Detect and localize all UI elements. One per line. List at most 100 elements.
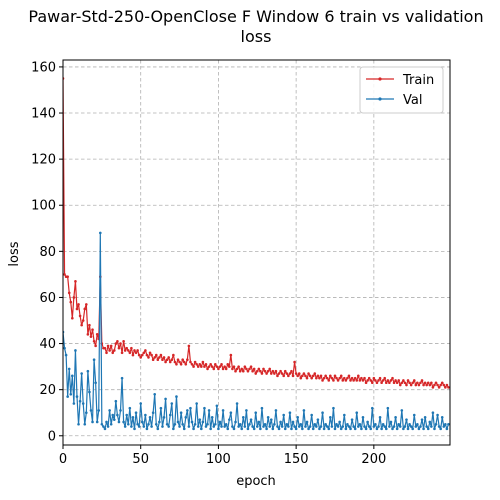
data-point-val [305,420,309,424]
data-point-val [398,425,402,428]
data-point-val [137,425,141,428]
data-point-val [400,409,404,412]
data-point-train [196,365,200,368]
data-point-val [252,427,256,431]
data-point-train [426,381,430,385]
data-point-train [329,374,332,378]
data-point-val [217,427,220,431]
y-axis-ticks: 0 20 40 60 80 100 120 140 160 [31,60,63,444]
data-point-train [405,383,408,387]
data-point-val [91,420,94,424]
data-point-val [64,353,68,357]
data-point-val [395,427,399,431]
data-point-train [262,367,265,371]
data-point-val [237,425,240,428]
data-point-train [192,365,195,368]
data-point-val [417,427,421,431]
data-point-train [307,372,310,375]
data-point-train [206,367,209,371]
data-point-train [444,386,447,389]
data-point-train [167,356,170,359]
series-train [63,77,450,389]
data-point-train [203,365,206,368]
data-point-val [229,411,233,415]
data-point-train [134,351,138,355]
data-point-train [226,363,230,366]
data-point-val [378,416,382,419]
data-point-train [170,358,174,362]
data-point-train [221,367,225,371]
data-point-val [189,406,192,410]
data-point-train [442,383,446,387]
y-tick-label: 40 [39,337,56,352]
data-point-val [63,346,66,350]
data-point-train [285,372,289,375]
data-point-train [377,379,380,382]
data-point-train [232,365,236,368]
data-point-val [344,427,348,431]
data-point-val [367,425,371,428]
data-point-val [358,422,362,426]
data-point-val [102,425,105,428]
data-point-val [436,413,439,417]
data-point-val [112,418,116,421]
data-point-val [74,349,77,352]
data-point-train [112,349,116,352]
data-point-val [405,418,408,421]
data-point-train [123,349,127,352]
data-point-train [366,379,369,382]
data-point-train [411,381,414,385]
x-tick-label: 50 [132,452,149,467]
data-point-train [357,374,360,378]
data-point-val [207,409,211,412]
data-point-val [445,427,449,431]
data-point-train [72,296,76,299]
data-point-val [77,422,80,426]
data-point-val [231,425,234,428]
data-point-val [136,422,139,426]
data-point-train [147,356,150,359]
data-point-train [235,367,239,371]
data-point-train [243,365,247,368]
data-point-val [283,427,287,431]
data-point-train [238,369,242,373]
data-point-val [134,411,138,415]
data-point-val [290,427,293,431]
data-point-val [67,367,71,371]
data-point-train [391,376,394,380]
data-point-val [255,425,259,428]
data-point-train [91,328,94,332]
data-point-train [398,383,402,387]
data-point-val [440,416,444,419]
data-point-val [186,409,189,412]
data-point-val [308,425,312,428]
data-point-train [154,353,158,357]
data-point-val [200,427,203,431]
data-point-train [161,358,164,362]
data-point-val [352,425,355,428]
data-point-train [439,383,442,387]
data-point-train [223,365,226,368]
data-point-train [263,369,267,373]
data-point-val [430,425,433,428]
data-point-val [330,425,334,428]
data-point-val [212,425,216,428]
data-point-val [347,425,351,428]
data-point-train [343,376,346,380]
data-point-val [173,422,177,426]
data-point-train [67,291,71,295]
data-point-val [89,409,93,412]
data-point-val [322,427,326,431]
data-point-val [353,427,357,431]
data-point-val [411,427,414,431]
data-point-val [419,425,422,428]
data-point-val [294,427,298,431]
data-point-val [384,427,388,431]
data-point-train [245,367,248,371]
data-point-val [338,420,341,424]
data-point-val [297,425,301,428]
data-point-val [408,422,411,426]
data-point-train [265,372,268,375]
x-tick-label: 150 [284,452,309,467]
data-point-train [165,358,169,362]
